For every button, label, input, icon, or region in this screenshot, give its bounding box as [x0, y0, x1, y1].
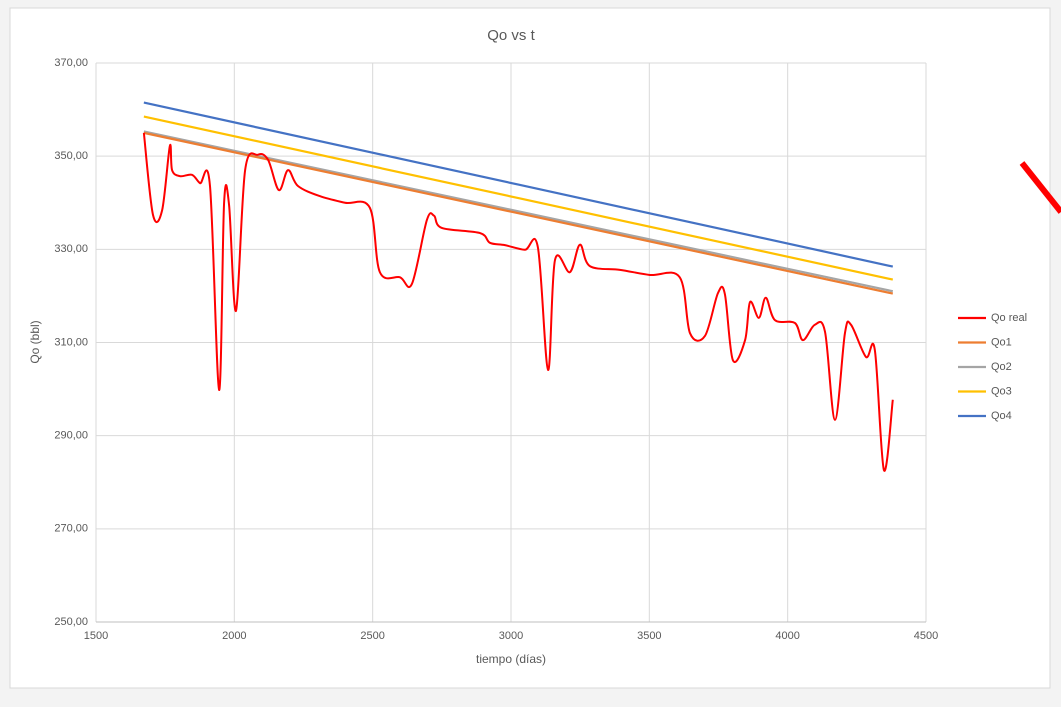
x-tick-label: 3000: [499, 630, 523, 642]
series-line: [143, 130, 894, 293]
y-tick-label: 350,00: [54, 150, 88, 162]
series-line: [143, 101, 894, 268]
x-tick-label: 2500: [360, 630, 384, 642]
y-tick-label: 330,00: [54, 243, 88, 255]
x-tick-label: 1500: [84, 630, 108, 642]
chart-title: Qo vs t: [487, 27, 535, 44]
y-axis-label: Qo (bbl): [28, 320, 42, 363]
x-tick-label: 4500: [914, 630, 938, 642]
x-tick-label: 4000: [775, 630, 799, 642]
y-tick-label: 310,00: [54, 336, 88, 348]
chart-area: [9, 7, 1051, 689]
legend-label: Qo1: [991, 336, 1012, 348]
y-tick-label: 270,00: [54, 523, 88, 535]
y-tick-label: 250,00: [54, 616, 88, 628]
series-line: [143, 115, 894, 281]
x-tick-label: 2000: [222, 630, 246, 642]
y-tick-label: 290,00: [54, 430, 88, 442]
legend-label: Qo real: [991, 312, 1027, 324]
x-axis-label: tiempo (días): [476, 652, 546, 666]
x-tick-label: 3500: [637, 630, 661, 642]
y-tick-label: 370,00: [54, 57, 88, 69]
legend-label: Qo3: [991, 385, 1012, 397]
legend-label: Qo4: [991, 410, 1012, 422]
legend-label: Qo2: [991, 361, 1012, 373]
annotation-stroke: [1019, 161, 1061, 214]
series-line: [142, 132, 894, 472]
series-line: [143, 131, 894, 295]
